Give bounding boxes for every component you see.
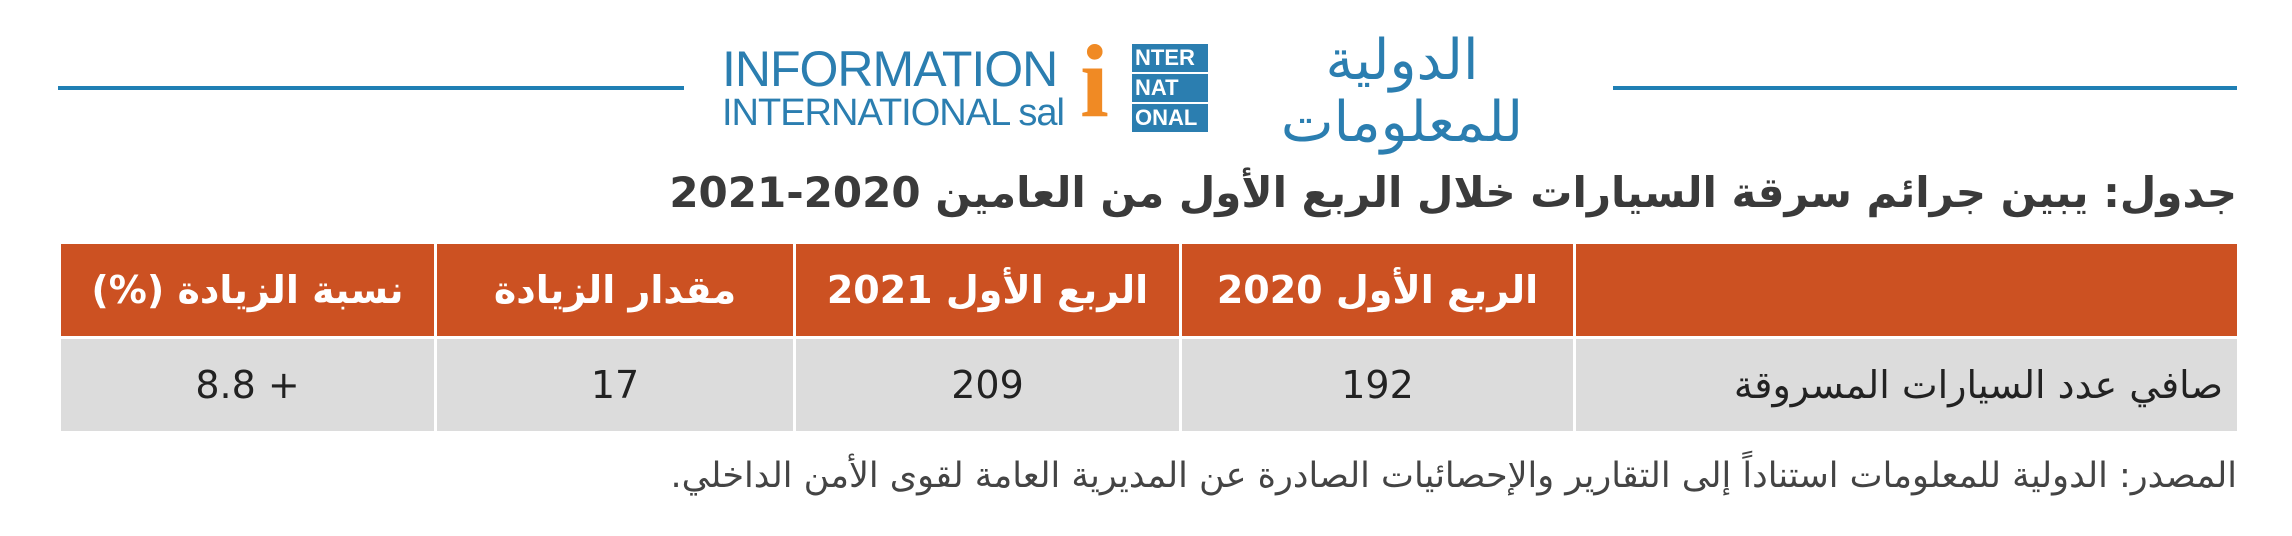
table-cell: + 8.8 — [58, 336, 437, 434]
header-cell: مقدار الزيادة — [434, 241, 796, 339]
header-row: الربع الأول 2020 الربع الأول 2021 مقدار ال… — [58, 241, 2240, 339]
logo-icon-line: NTER — [1132, 44, 1208, 72]
logo-letter: i — [1080, 24, 1109, 139]
logo-arabic: الدولية للمعلومات — [1280, 28, 1524, 155]
table-cell: 209 — [793, 336, 1182, 434]
logo-text: INFORMATION — [722, 41, 1058, 97]
header-cell — [1573, 241, 2240, 339]
logo-icon-line: ONAL — [1132, 104, 1208, 132]
table-cell: 17 — [434, 336, 796, 434]
table-body: صافي عدد السيارات المسروقة 192 209 17 + 8.8 — [58, 336, 2240, 434]
title: جدول: يبين جرائم سرقة السيارات خلال الرب… — [669, 168, 2237, 217]
header-cell: الربع الأول 2020 — [1179, 241, 1576, 339]
table-cell: 192 — [1179, 336, 1576, 434]
row-label: صافي عدد السيارات المسروقة — [1573, 336, 2240, 434]
header-rule — [1613, 86, 2237, 90]
logo-icon: NTER NAT ONAL — [1132, 44, 1208, 134]
header-rule — [58, 86, 684, 90]
header-cell: الربع الأول 2021 — [793, 241, 1182, 339]
data-table: الربع الأول 2020 الربع الأول 2021 مقدار ال… — [58, 241, 2240, 434]
logo-text: INTERNATIONAL sal — [722, 92, 1065, 134]
header-cell: نسبة الزيادة (%) — [58, 241, 437, 339]
source-note: المصدر: الدولية للمعلومات استناداً إلى ا… — [670, 456, 2237, 496]
table-row: صافي عدد السيارات المسروقة 192 209 17 + 8.8 — [58, 336, 2240, 434]
logo-icon-line: NAT — [1132, 74, 1208, 102]
